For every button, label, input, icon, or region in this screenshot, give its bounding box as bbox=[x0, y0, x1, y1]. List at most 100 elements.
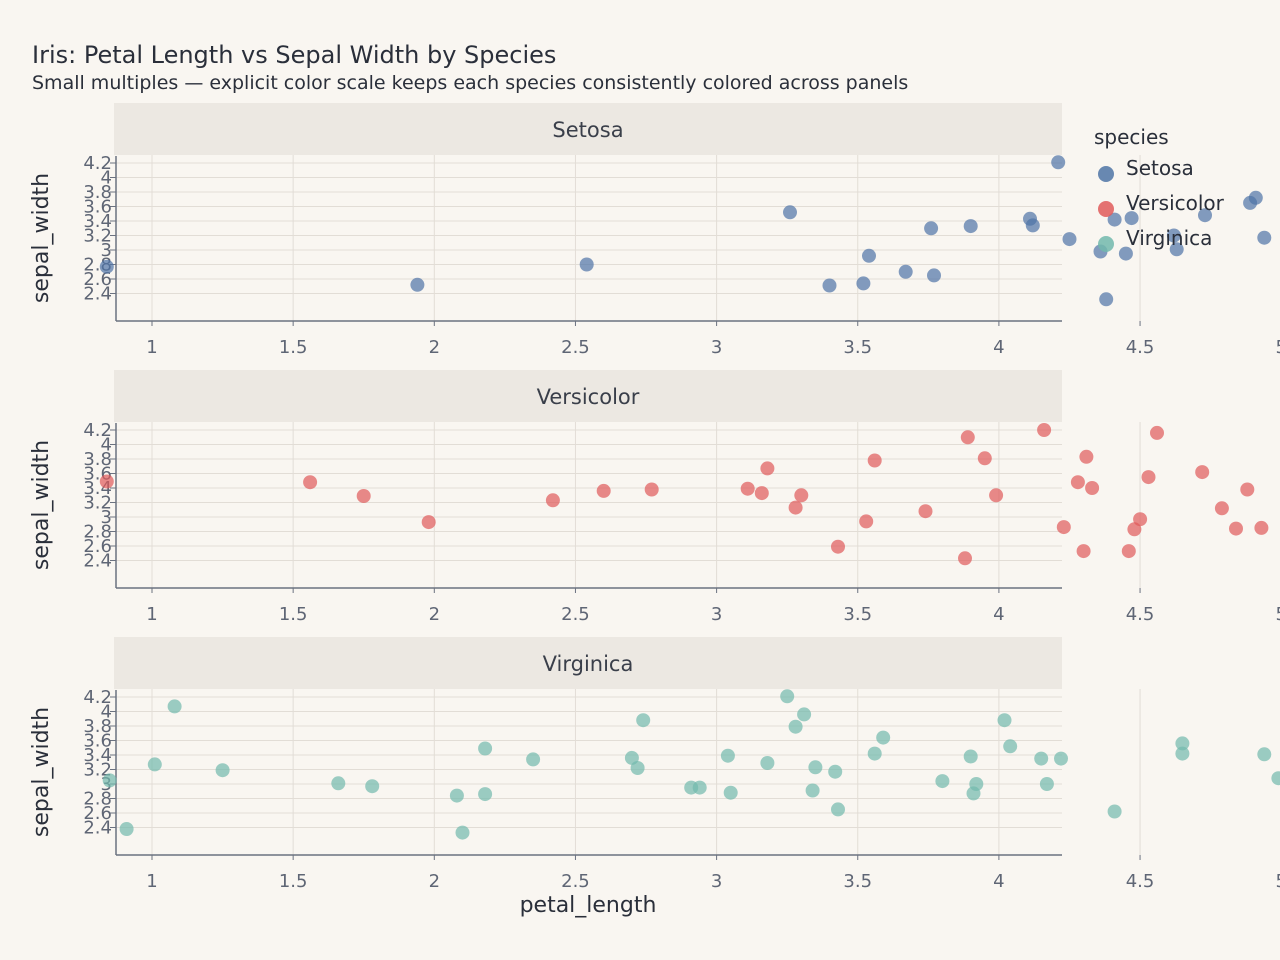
data-point bbox=[1240, 482, 1255, 497]
y-tick-label: 2.4 bbox=[83, 818, 112, 839]
facet-label: Virginica bbox=[543, 652, 634, 676]
y-tick-label: 3.2 bbox=[83, 760, 112, 781]
data-point bbox=[963, 749, 978, 764]
data-point bbox=[421, 515, 436, 530]
data-point bbox=[1257, 747, 1272, 762]
data-point bbox=[960, 430, 975, 445]
data-point bbox=[478, 741, 493, 756]
data-point bbox=[1051, 155, 1066, 170]
x-tick-label: 2 bbox=[429, 337, 440, 358]
data-point bbox=[788, 719, 803, 734]
data-point bbox=[1150, 425, 1164, 440]
x-tick-label: 1 bbox=[146, 604, 157, 625]
y-tick-label: 3.8 bbox=[83, 716, 112, 737]
data-point bbox=[1254, 520, 1269, 535]
data-point bbox=[356, 489, 371, 503]
data-point bbox=[822, 278, 837, 293]
x-tick-label: 1 bbox=[146, 337, 157, 358]
x-tick-label: 4 bbox=[993, 337, 1004, 358]
x-tick-label: 3 bbox=[711, 337, 722, 358]
data-point bbox=[958, 551, 972, 566]
data-point bbox=[1107, 804, 1122, 819]
y-tick-label: 3.4 bbox=[83, 211, 112, 232]
y-axis-title: sepal_width bbox=[29, 173, 54, 303]
data-point bbox=[898, 264, 913, 279]
data-point bbox=[1054, 751, 1068, 766]
data-point bbox=[215, 763, 230, 778]
facet-strip bbox=[114, 637, 1062, 689]
data-point bbox=[167, 699, 182, 714]
x-tick-label: 2.5 bbox=[561, 871, 590, 892]
data-point bbox=[805, 783, 820, 798]
facet-label: Setosa bbox=[552, 118, 623, 142]
facet-strip bbox=[114, 370, 1062, 422]
data-point bbox=[783, 205, 797, 220]
data-point bbox=[760, 461, 775, 476]
y-tick-label: 4 bbox=[101, 168, 112, 189]
y-tick-label: 2.6 bbox=[83, 803, 112, 824]
data-point bbox=[1166, 228, 1181, 243]
data-point bbox=[876, 730, 891, 745]
chart-subtitle: Small multiples — explicit color scale k… bbox=[32, 72, 908, 94]
x-tick-label: 5 bbox=[1275, 604, 1280, 625]
y-tick-label: 2.4 bbox=[83, 551, 112, 572]
x-tick-label: 3 bbox=[711, 604, 722, 625]
facet-strip bbox=[114, 103, 1062, 155]
data-point bbox=[794, 488, 809, 503]
data-point bbox=[1133, 512, 1148, 527]
y-tick-label: 2.4 bbox=[83, 284, 112, 305]
data-point bbox=[1003, 739, 1018, 754]
y-tick-label: 4 bbox=[101, 702, 112, 723]
data-point bbox=[1229, 521, 1243, 536]
data-point bbox=[1257, 230, 1272, 245]
data-point bbox=[927, 268, 941, 283]
y-tick-label: 3.2 bbox=[83, 493, 112, 514]
data-point bbox=[862, 248, 876, 263]
data-point bbox=[1271, 771, 1280, 786]
data-point bbox=[1121, 544, 1136, 559]
y-tick-label: 3 bbox=[101, 240, 112, 261]
data-point bbox=[119, 822, 134, 836]
data-point bbox=[997, 713, 1012, 728]
x-tick-label: 3 bbox=[711, 871, 722, 892]
y-tick-label: 2.6 bbox=[83, 269, 112, 290]
legend: species Setosa Versicolor Virginica bbox=[1094, 125, 1225, 252]
data-point bbox=[1099, 292, 1114, 307]
data-point bbox=[797, 707, 812, 722]
data-point bbox=[1034, 751, 1049, 766]
data-point bbox=[1085, 481, 1100, 495]
data-point bbox=[856, 276, 871, 291]
data-point bbox=[636, 713, 651, 728]
data-point bbox=[1025, 218, 1040, 233]
facet-label: Versicolor bbox=[537, 385, 640, 409]
data-point bbox=[365, 779, 380, 794]
x-axis-title: petal_length bbox=[520, 893, 657, 918]
data-point bbox=[969, 777, 984, 791]
data-point bbox=[644, 482, 659, 497]
x-tick-label: 3.5 bbox=[843, 871, 872, 892]
data-point bbox=[449, 788, 464, 803]
y-axis-title: sepal_width bbox=[29, 707, 54, 837]
data-point bbox=[754, 486, 769, 501]
data-point bbox=[630, 761, 645, 775]
data-point bbox=[935, 774, 950, 789]
x-tick-label: 4 bbox=[993, 604, 1004, 625]
data-point bbox=[1118, 246, 1133, 261]
data-point bbox=[545, 493, 560, 508]
data-point bbox=[1076, 544, 1091, 559]
data-point bbox=[410, 277, 425, 292]
data-point bbox=[1037, 423, 1052, 437]
legend-label-virginica: Virginica bbox=[1126, 226, 1212, 250]
data-point bbox=[1248, 190, 1263, 205]
data-point bbox=[1175, 736, 1190, 751]
data-point bbox=[147, 757, 162, 772]
data-point bbox=[867, 746, 882, 761]
data-point bbox=[1169, 242, 1184, 257]
data-point bbox=[1070, 475, 1085, 490]
data-point bbox=[526, 752, 541, 767]
x-tick-label: 2 bbox=[429, 604, 440, 625]
x-tick-label: 4.5 bbox=[1126, 604, 1155, 625]
data-point bbox=[1214, 501, 1229, 516]
